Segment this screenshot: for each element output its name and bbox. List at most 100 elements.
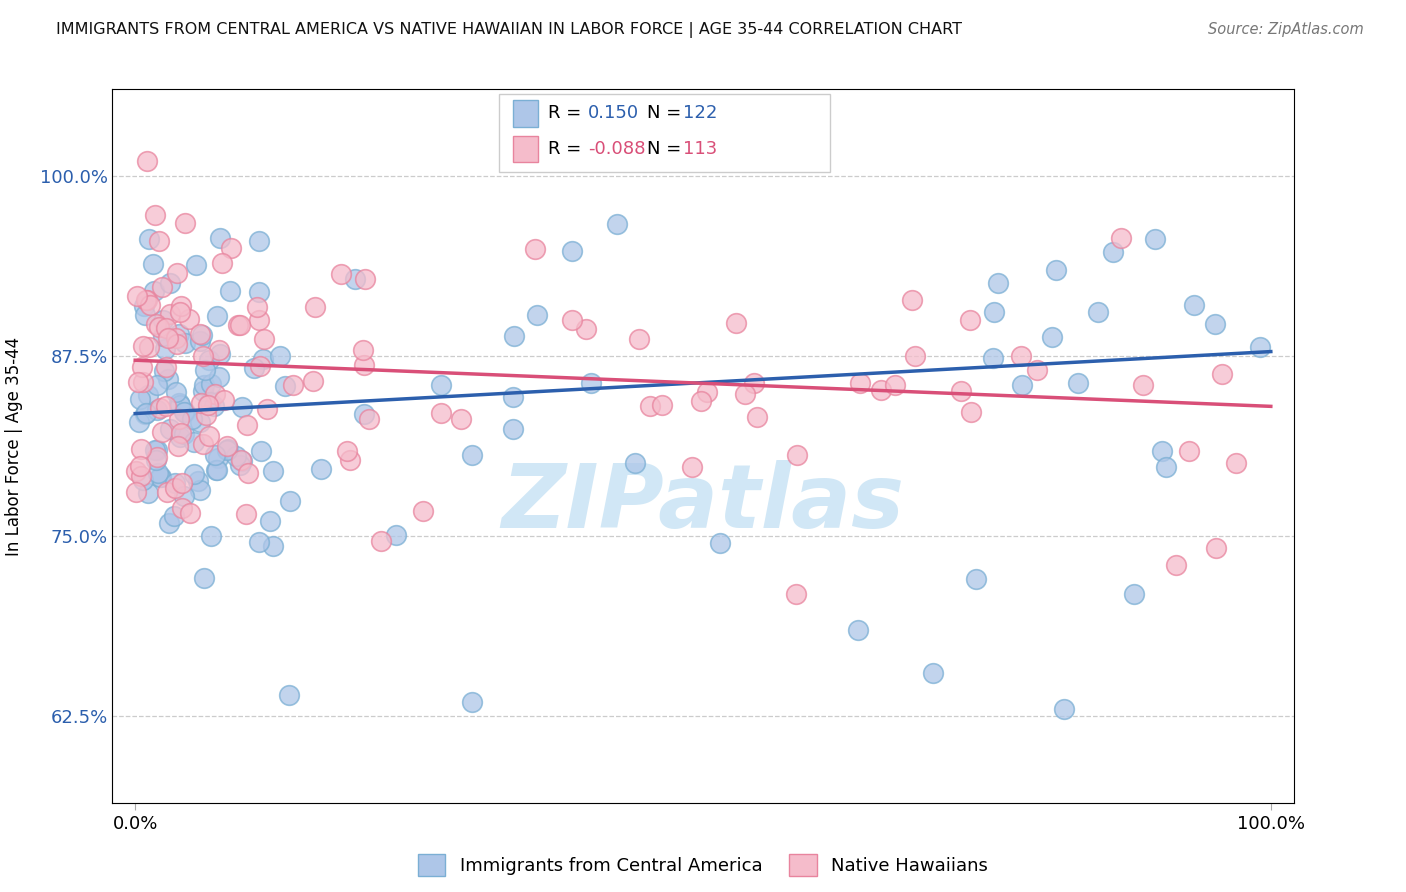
Point [163, 475, 186, 490]
Point [336, 444, 359, 458]
Point [526, 308, 548, 322]
Point [274, 379, 297, 393]
Point [225, 449, 247, 463]
Point [384, 528, 406, 542]
Text: 113: 113 [683, 140, 717, 158]
Point [191, 327, 214, 342]
Point [127, 375, 149, 389]
Point [146, 378, 169, 392]
Point [269, 349, 291, 363]
Point [146, 403, 169, 417]
Point [173, 335, 195, 350]
Point [202, 399, 225, 413]
Point [253, 332, 276, 346]
Point [131, 359, 153, 374]
Point [166, 337, 188, 351]
Point [197, 398, 219, 412]
Point [148, 319, 170, 334]
Point [870, 384, 893, 398]
Point [149, 470, 172, 484]
Point [173, 405, 195, 419]
Point [169, 412, 191, 426]
Point [193, 378, 215, 392]
Point [696, 384, 718, 399]
Point [138, 232, 160, 246]
Point [901, 293, 924, 307]
Point [524, 242, 547, 256]
Point [1053, 702, 1076, 716]
Point [183, 435, 205, 450]
Point [208, 231, 231, 245]
Point [155, 321, 177, 335]
Point [353, 407, 375, 421]
Point [204, 448, 226, 462]
Point [136, 485, 159, 500]
Point [502, 390, 524, 404]
Point [145, 317, 167, 331]
Point [169, 398, 191, 412]
Point [461, 448, 484, 462]
Point [198, 394, 221, 409]
Point [207, 451, 229, 466]
Point [1143, 232, 1166, 246]
Point [198, 429, 221, 443]
Point [247, 234, 270, 248]
Point [205, 309, 228, 323]
Point [606, 217, 628, 231]
Point [138, 340, 160, 354]
Point [965, 572, 987, 586]
Point [236, 467, 259, 481]
Point [179, 311, 201, 326]
Point [152, 313, 174, 327]
Point [1010, 349, 1032, 363]
Point [624, 456, 647, 470]
Point [229, 318, 252, 332]
Point [638, 399, 661, 413]
Point [229, 458, 252, 472]
Point [208, 370, 231, 384]
Point [200, 376, 222, 391]
Point [146, 442, 169, 457]
Point [339, 453, 361, 467]
Point [561, 244, 583, 258]
Point [301, 375, 323, 389]
Point [1066, 376, 1088, 391]
Point [139, 298, 162, 312]
Point [904, 349, 927, 363]
Point [304, 300, 326, 314]
Point [1025, 363, 1047, 377]
Point [155, 359, 177, 374]
Point [190, 396, 212, 410]
Point [884, 377, 907, 392]
Text: IMMIGRANTS FROM CENTRAL AMERICA VS NATIVE HAWAIIAN IN LABOR FORCE | AGE 35-44 CO: IMMIGRANTS FROM CENTRAL AMERICA VS NATIV… [56, 22, 962, 38]
Point [169, 425, 191, 440]
Point [125, 464, 148, 478]
Point [136, 388, 159, 402]
Point [183, 467, 205, 482]
Point [157, 372, 180, 386]
Point [169, 305, 191, 319]
Point [229, 453, 252, 467]
Point [1045, 262, 1067, 277]
Point [262, 465, 284, 479]
Point [150, 425, 173, 439]
Point [690, 393, 713, 408]
Point [197, 353, 219, 368]
Point [173, 405, 195, 419]
Point [352, 343, 374, 357]
Point [148, 235, 170, 249]
Point [187, 475, 209, 489]
Point [226, 318, 249, 332]
Point [575, 322, 598, 336]
Point [412, 504, 434, 518]
Point [1011, 377, 1033, 392]
Point [250, 444, 273, 458]
Point [1225, 456, 1247, 470]
Point [194, 363, 217, 377]
Point [283, 377, 305, 392]
Point [188, 334, 211, 348]
Point [156, 485, 179, 500]
Point [959, 312, 981, 326]
Point [249, 359, 271, 374]
Point [204, 386, 226, 401]
